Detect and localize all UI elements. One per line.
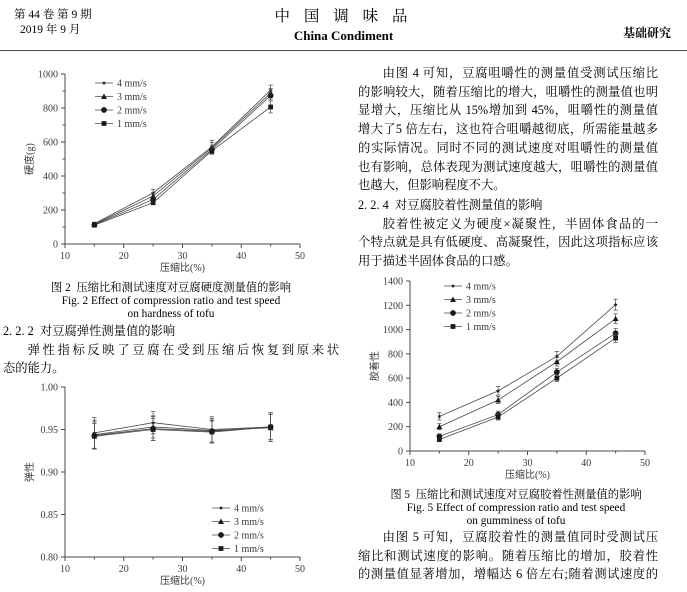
svg-text:600: 600: [388, 374, 403, 385]
svg-text:50: 50: [295, 251, 305, 262]
svg-text:400: 400: [388, 398, 403, 409]
svg-text:2 mm/s: 2 mm/s: [117, 106, 147, 117]
svg-text:压缩比(%): 压缩比(%): [505, 468, 550, 481]
svg-text:3 mm/s: 3 mm/s: [466, 295, 496, 306]
svg-text:1000: 1000: [38, 70, 58, 81]
svg-text:10: 10: [60, 251, 70, 262]
svg-text:0.85: 0.85: [41, 510, 59, 521]
svg-text:3 mm/s: 3 mm/s: [117, 92, 147, 103]
svg-text:30: 30: [178, 564, 188, 575]
svg-text:1 mm/s: 1 mm/s: [234, 544, 264, 555]
svg-text:4 mm/s: 4 mm/s: [466, 282, 496, 293]
svg-text:0: 0: [398, 447, 403, 458]
svg-text:3 mm/s: 3 mm/s: [234, 517, 264, 528]
svg-text:40: 40: [236, 251, 246, 262]
svg-text:4 mm/s: 4 mm/s: [117, 79, 147, 90]
svg-text:800: 800: [43, 104, 58, 115]
svg-text:1200: 1200: [383, 301, 403, 312]
svg-text:30: 30: [523, 458, 533, 469]
svg-text:压缩比(%): 压缩比(%): [160, 574, 205, 587]
svg-text:50: 50: [640, 458, 650, 469]
svg-text:10: 10: [405, 458, 415, 469]
svg-text:1 mm/s: 1 mm/s: [466, 322, 496, 333]
svg-text:0: 0: [53, 240, 58, 251]
svg-text:40: 40: [581, 458, 591, 469]
svg-text:1000: 1000: [383, 325, 403, 336]
svg-text:40: 40: [236, 564, 246, 575]
svg-text:0.80: 0.80: [41, 553, 59, 564]
svg-text:4 mm/s: 4 mm/s: [234, 504, 264, 515]
svg-text:30: 30: [178, 251, 188, 262]
svg-text:1400: 1400: [383, 277, 403, 288]
svg-text:20: 20: [119, 251, 129, 262]
svg-text:10: 10: [60, 564, 70, 575]
svg-text:0.95: 0.95: [41, 425, 59, 436]
svg-text:0.90: 0.90: [41, 468, 59, 479]
svg-text:胶着性: 胶着性: [368, 351, 381, 381]
svg-text:800: 800: [388, 349, 403, 360]
svg-text:硬度(g): 硬度(g): [23, 143, 36, 175]
svg-text:50: 50: [295, 564, 305, 575]
svg-text:20: 20: [464, 458, 474, 469]
svg-text:压缩比(%): 压缩比(%): [160, 261, 205, 274]
svg-text:400: 400: [43, 172, 58, 183]
svg-text:1 mm/s: 1 mm/s: [117, 119, 147, 130]
svg-text:2 mm/s: 2 mm/s: [234, 531, 264, 542]
svg-text:弹性: 弹性: [23, 462, 36, 482]
svg-text:200: 200: [43, 206, 58, 217]
svg-text:2 mm/s: 2 mm/s: [466, 309, 496, 320]
svg-text:1.00: 1.00: [41, 383, 59, 394]
svg-text:200: 200: [388, 422, 403, 433]
svg-text:20: 20: [119, 564, 129, 575]
svg-text:600: 600: [43, 138, 58, 149]
